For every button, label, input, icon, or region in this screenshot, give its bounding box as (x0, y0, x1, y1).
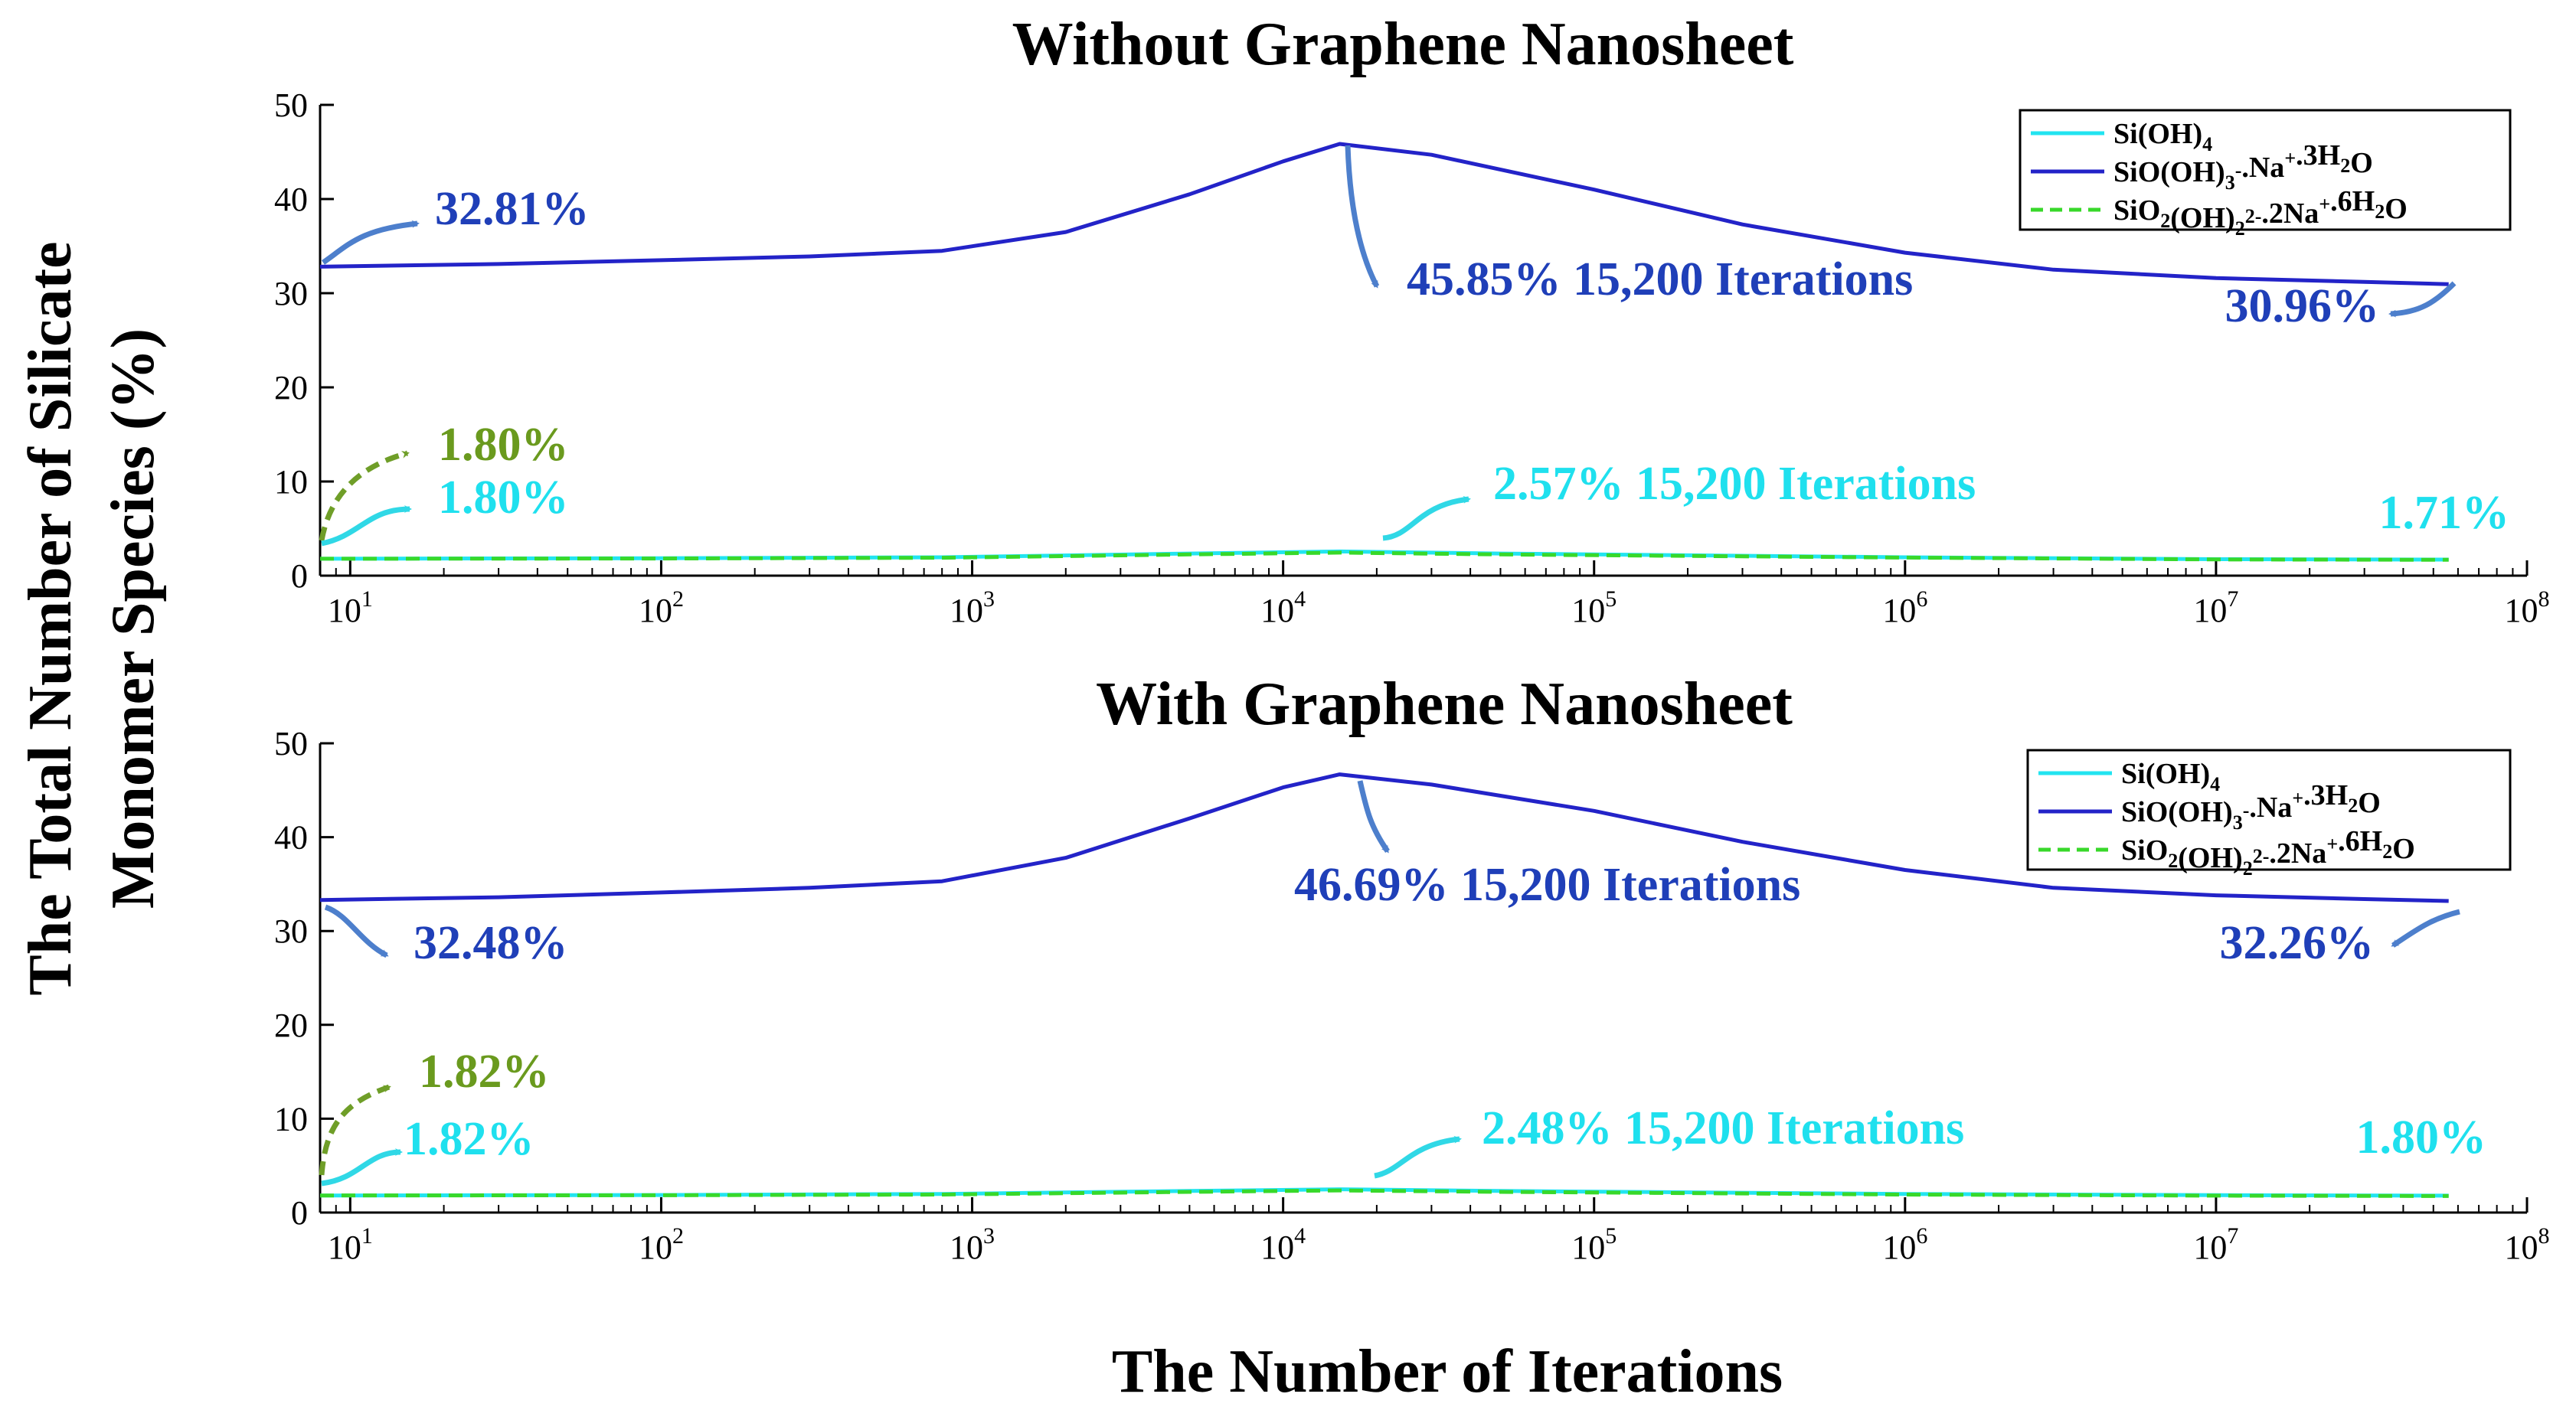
x-tick-label: 107 (2193, 1223, 2238, 1266)
y-tick-label: 0 (291, 557, 308, 595)
annotation-arrows (319, 145, 2457, 547)
y-tick-label: 10 (274, 463, 308, 501)
chart-title: Without Graphene Nanosheet (1012, 11, 1794, 78)
x-tick-label: 108 (2505, 1223, 2550, 1266)
annotations: 32.48% 46.69% 15,200 Iterations 32.26% 1.82… (404, 859, 2486, 1165)
annotation-label: 32.81% (435, 183, 590, 235)
series-line (319, 1188, 2449, 1198)
legend-label: Si(OH)4 (2113, 118, 2212, 155)
chart-panel-bottom: With Graphene Nanosheet 0 10 20 30 40 50 101 10… (274, 671, 2550, 1266)
annotation-arrow (2388, 281, 2457, 318)
y-tick-label: 40 (274, 819, 308, 857)
x-tick-label: 101 (328, 586, 373, 629)
annotations: 32.81% 45.85% 15,200 Iterations 30.96% 1.80… (435, 183, 2509, 539)
annotation-label: 1.80% (438, 472, 569, 524)
y-tick-label: 20 (274, 1007, 308, 1044)
x-axis-label: The Number of Iterations (1112, 1338, 1783, 1405)
y-tick-label: 0 (291, 1194, 308, 1232)
y-tick-label: 50 (274, 725, 308, 762)
annotation-label: 1.80% (2356, 1112, 2487, 1164)
annotation-arrow (2391, 909, 2460, 948)
y-tick-label: 50 (274, 87, 308, 124)
chart-panel-top: Without Graphene Nanosheet 0 10 20 30 40 50 10… (274, 11, 2550, 629)
annotation-arrow (1382, 495, 1471, 541)
annotation-label: 46.69% 15,200 Iterations (1294, 859, 1800, 911)
x-tick-label: 104 (1260, 1223, 1306, 1266)
legend: Si(OH)4SiO(OH)3-.Na+.3H2OSiO2(OH)22-.2Na… (2019, 109, 2512, 240)
y-tick-label: 40 (274, 181, 308, 218)
series-line (319, 772, 2449, 903)
y-tick-label: 20 (274, 369, 308, 406)
annotation-label: 1.80% (438, 419, 569, 471)
x-tick-label: 101 (328, 1223, 373, 1266)
x-tick-label: 106 (1882, 1223, 1927, 1266)
x-tick-label: 102 (639, 1223, 684, 1266)
x-tick-label: 106 (1882, 586, 1927, 629)
annotation-arrow (319, 1084, 391, 1176)
x-tick-label: 107 (2193, 586, 2238, 629)
x-tick-label: 105 (1571, 1223, 1617, 1266)
axes: 0 10 20 30 40 50 101 102 103 104 105 106 107 108 (274, 87, 2550, 629)
y-tick-label: 30 (274, 275, 308, 312)
x-tick-label: 105 (1571, 586, 1617, 629)
annotation-label: 1.82% (419, 1046, 550, 1098)
x-tick-label: 102 (639, 586, 684, 629)
legend-label: Si(OH)4 (2121, 758, 2220, 795)
y-axis-label-line2: Monomer Species (%) (100, 328, 167, 909)
series-lines (319, 772, 2449, 1198)
y-axis-label-line1: The Total Number of Silicate (17, 241, 84, 995)
annotation-label: 2.57% 15,200 Iterations (1493, 458, 1976, 510)
series-lines (319, 142, 2449, 562)
annotation-arrow (1374, 1135, 1462, 1179)
legend-label: SiO(OH)3-.Na+.3H2O (2113, 139, 2373, 194)
annotation-arrow (321, 220, 420, 265)
x-tick-label: 108 (2505, 586, 2550, 629)
series-line (319, 550, 2449, 562)
y-tick-label: 10 (274, 1100, 308, 1138)
annotation-label: 32.48% (414, 917, 568, 969)
annotation-label: 32.26% (2220, 917, 2375, 969)
x-tick-label: 103 (950, 1223, 995, 1266)
annotation-label: 30.96% (2225, 280, 2380, 332)
annotation-arrow (324, 904, 389, 958)
annotation-label: 1.71% (2379, 487, 2510, 539)
annotation-label: 45.85% 15,200 Iterations (1407, 253, 1913, 305)
annotation-arrows (319, 780, 2460, 1187)
y-tick-label: 30 (274, 912, 308, 950)
annotation-arrow (319, 450, 410, 541)
annotation-arrow (1345, 145, 1380, 289)
annotation-arrow (321, 505, 412, 547)
axes: 0 10 20 30 40 50 101 102 103 104 105 106 107 108 (274, 725, 2550, 1266)
x-tick-label: 104 (1260, 586, 1306, 629)
x-tick-label: 103 (950, 586, 995, 629)
annotation-label: 1.82% (404, 1113, 534, 1165)
legend-label: SiO(OH)3-.Na+.3H2O (2121, 779, 2381, 834)
annotation-label: 2.48% 15,200 Iterations (1482, 1102, 1964, 1154)
annotation-arrow (321, 1148, 403, 1187)
series-line (319, 142, 2449, 286)
chart-title: With Graphene Nanosheet (1096, 671, 1793, 738)
legend-label: SiO2(OH)22-.2Na+.6H2O (2113, 185, 2408, 240)
legend: Si(OH)4SiO(OH)3-.Na+.3H2OSiO2(OH)22-.2Na… (2026, 749, 2512, 880)
annotation-arrow (1357, 780, 1390, 854)
legend-label: SiO2(OH)22-.2Na+.6H2O (2121, 825, 2415, 880)
